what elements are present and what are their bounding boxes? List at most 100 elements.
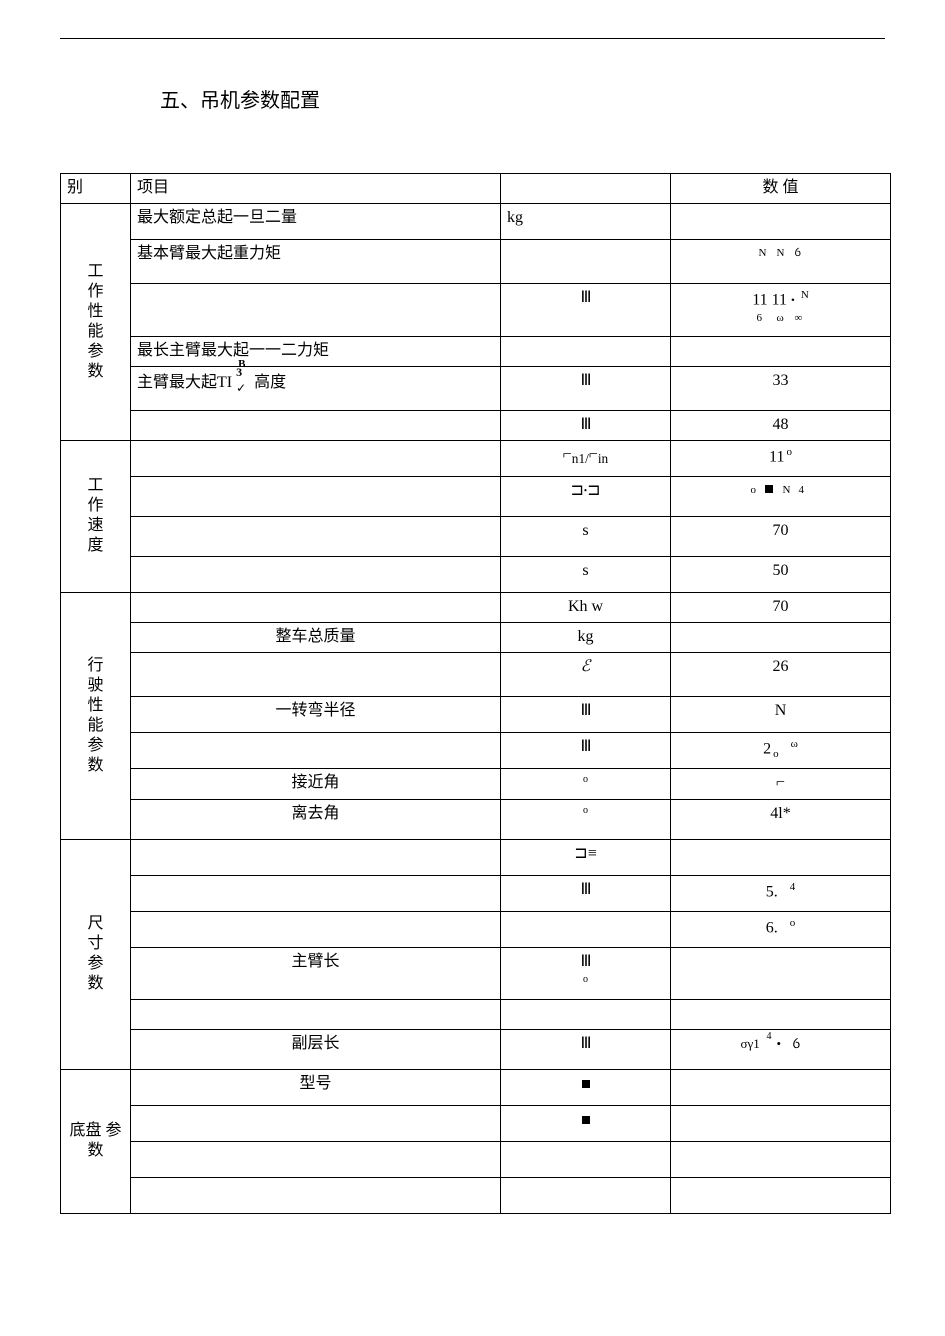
cat-drive-perf: 行驶性能参数	[61, 592, 131, 839]
row-r17: 离去角 o 4l*	[61, 800, 891, 840]
cat-dim: 尺寸参数	[61, 840, 131, 1070]
r22-unit	[501, 999, 671, 1029]
row-r10: s 50	[61, 556, 891, 592]
row-r21: 主臂长 Ⅲ o	[61, 948, 891, 1000]
cat-work-perf: 工作性能参数	[61, 204, 131, 441]
r2-val-frag: N N ỽ	[751, 244, 811, 262]
r3-val-frag2: 6 ω ∞	[751, 313, 811, 325]
r12-unit: kg	[501, 622, 671, 652]
r22-item	[131, 999, 501, 1029]
r21-item: 主臂长	[131, 948, 501, 1000]
spec-table: 别 项目 数 值 工作性能参数 最大额定总起一旦二量 kg 基本臂最大起重力矩 …	[60, 173, 891, 1214]
r27-val	[671, 1177, 891, 1213]
row-r6: Ⅲ 48	[61, 410, 891, 440]
row-r25	[61, 1105, 891, 1141]
r4-unit	[501, 336, 671, 366]
row-r27	[61, 1177, 891, 1213]
r24-item: 型号	[131, 1069, 501, 1105]
r9-val: 70	[671, 516, 891, 556]
r15-unit: Ⅲ	[501, 732, 671, 768]
row-r15: Ⅲ 2o ω	[61, 732, 891, 768]
r8-val: o N 4	[671, 476, 891, 516]
r20-unit	[501, 912, 671, 948]
r5-ti-stack: B 3 ✓	[236, 371, 250, 387]
r26-val	[671, 1141, 891, 1177]
r13-item	[131, 652, 501, 696]
row-r24: 底盘 参数 型号	[61, 1069, 891, 1105]
table-header-row: 别 项目 数 值	[61, 174, 891, 204]
r14-unit: Ⅲ	[501, 696, 671, 732]
r22-val	[671, 999, 891, 1029]
row-r5: 主臂最大起TI B 3 ✓ 高度 Ⅲ 33	[61, 366, 891, 410]
cat-work-speed: 工作速度	[61, 440, 131, 592]
r8-val-frag: o N 4	[751, 481, 811, 499]
r2-unit	[501, 240, 671, 284]
r14-val: N	[671, 696, 891, 732]
r1-val	[671, 204, 891, 240]
r13-val: 26	[671, 652, 891, 696]
r21-unit: Ⅲ o	[501, 948, 671, 1000]
hdr-cat: 别	[61, 174, 131, 204]
r24-val	[671, 1069, 891, 1105]
r12-item: 整车总质量	[131, 622, 501, 652]
r25-item	[131, 1105, 501, 1141]
r23-item: 副层长	[131, 1029, 501, 1069]
r12-val	[671, 622, 891, 652]
row-r3: Ⅲ 11 11 • N 6 ω ∞	[61, 284, 891, 337]
r24-unit	[501, 1069, 671, 1105]
row-r12: 整车总质量 kg	[61, 622, 891, 652]
r19-unit: Ⅲ	[501, 876, 671, 912]
cat-work-perf-label: 工作性能参数	[88, 262, 104, 382]
row-r9: s 70	[61, 516, 891, 556]
r5-val: 33	[671, 366, 891, 410]
r7-item	[131, 440, 501, 476]
row-r7: 工作速度 ⌐n1/⌐in 11o	[61, 440, 891, 476]
row-r16: 接近角 o ⌐	[61, 768, 891, 799]
r3-unit: Ⅲ	[501, 284, 671, 337]
r6-item	[131, 410, 501, 440]
r18-val	[671, 840, 891, 876]
r23-val-frag: σγ1 4 • ỽ	[741, 1034, 821, 1052]
r13-unit: ℰ	[501, 652, 671, 696]
cat-dim-label: 尺寸参数	[88, 914, 104, 994]
r10-unit: s	[501, 556, 671, 592]
black-square-icon	[582, 1080, 590, 1088]
r11-item	[131, 592, 501, 622]
r2-val: N N ỽ	[671, 240, 891, 284]
r7-unit: ⌐n1/⌐in	[501, 440, 671, 476]
r17-item: 离去角	[131, 800, 501, 840]
top-rule	[60, 38, 885, 39]
cat-chassis: 底盘 参数	[61, 1069, 131, 1213]
r9-item	[131, 516, 501, 556]
r4-item: 最长主臂最大起一一二力矩	[131, 336, 501, 366]
row-r8: ⊐•⊐ o N 4	[61, 476, 891, 516]
r15-val: 2o ω	[671, 732, 891, 768]
r27-unit	[501, 1177, 671, 1213]
r1-unit: kg	[501, 204, 671, 240]
row-r23: 副层长 Ⅲ σγ1 4 • ỽ	[61, 1029, 891, 1069]
r16-item: 接近角	[131, 768, 501, 799]
hdr-item: 项目	[131, 174, 501, 204]
r23-unit: Ⅲ	[501, 1029, 671, 1069]
hdr-unit	[501, 174, 671, 204]
r3-val: 11 11 • N 6 ω ∞	[671, 284, 891, 337]
hdr-value: 数 值	[671, 174, 891, 204]
row-r19: Ⅲ 5. 4	[61, 876, 891, 912]
r18-item	[131, 840, 501, 876]
r1-item: 最大额定总起一旦二量	[131, 204, 501, 240]
r19-item	[131, 876, 501, 912]
r8-item	[131, 476, 501, 516]
r26-item	[131, 1141, 501, 1177]
r17-val: 4l*	[671, 800, 891, 840]
r20-val: 6. o	[671, 912, 891, 948]
row-r18: 尺寸参数 ⊐≡	[61, 840, 891, 876]
row-r26	[61, 1141, 891, 1177]
row-r13: ℰ 26	[61, 652, 891, 696]
section-title: 五、吊机参数配置	[160, 84, 885, 113]
r15-item	[131, 732, 501, 768]
r7-val: 11o	[671, 440, 891, 476]
r3-item	[131, 284, 501, 337]
r14-item: 一转弯半径	[131, 696, 501, 732]
r5-unit: Ⅲ	[501, 366, 671, 410]
r23-val: σγ1 4 • ỽ	[671, 1029, 891, 1069]
